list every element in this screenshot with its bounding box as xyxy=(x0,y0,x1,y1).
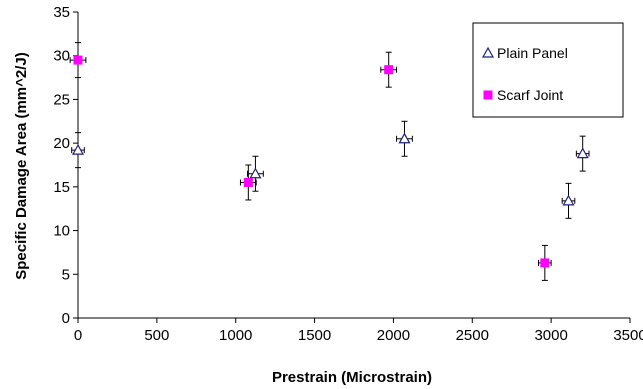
plain-panel-point xyxy=(249,167,262,179)
y-tick-label: 0 xyxy=(62,310,70,327)
y-tick-label: 35 xyxy=(53,4,70,21)
scarf-joint-point xyxy=(243,177,253,187)
scarf-joint-point xyxy=(73,55,83,65)
y-tick-label: 15 xyxy=(53,179,70,196)
x-tick-label: 0 xyxy=(74,327,82,344)
plain-panel-point xyxy=(562,194,575,206)
y-tick-label: 20 xyxy=(53,135,70,152)
legend-label: Scarf Joint xyxy=(497,87,563,103)
plain-panel-point xyxy=(71,143,85,155)
scarf-joint-point xyxy=(384,65,394,75)
legend-swatch-plain-panel xyxy=(481,46,495,58)
y-tick-label: 5 xyxy=(62,266,70,283)
plain-panel-point xyxy=(398,132,411,144)
y-tick-label: 25 xyxy=(53,91,70,108)
legend-label: Plain Panel xyxy=(497,45,568,61)
y-axis-title: Specific Damage Area (mm^2/J) xyxy=(13,52,30,279)
y-tick-label: 10 xyxy=(53,223,70,240)
x-tick-label: 3500 xyxy=(613,327,643,344)
legend-swatch-scarf-joint xyxy=(483,90,493,100)
x-tick-label: 1500 xyxy=(298,327,331,344)
x-axis-title: Prestrain (Microstrain) xyxy=(272,369,432,386)
x-tick-label: 1000 xyxy=(219,327,252,344)
scarf-joint-point xyxy=(540,258,550,268)
legend-box xyxy=(472,22,624,118)
plain-panel-point xyxy=(576,147,589,159)
y-tick-label: 30 xyxy=(53,48,70,65)
x-tick-label: 2000 xyxy=(377,327,410,344)
x-tick-label: 3000 xyxy=(534,327,567,344)
x-tick-label: 500 xyxy=(144,327,169,344)
x-tick-label: 2500 xyxy=(456,327,489,344)
